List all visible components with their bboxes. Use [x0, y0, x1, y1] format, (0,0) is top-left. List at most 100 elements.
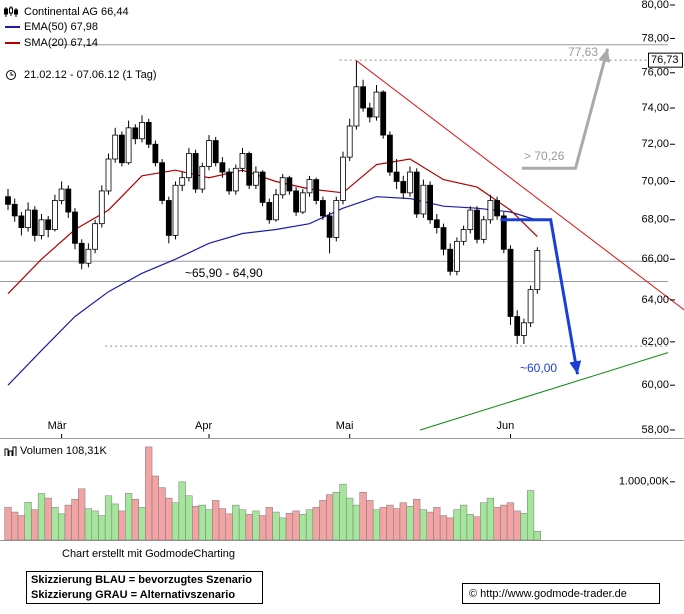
- volume-bar: [125, 493, 133, 541]
- volume-bar: [171, 502, 180, 541]
- arrow-head: [598, 48, 611, 63]
- url: © http://www.godmode-trader.de: [469, 588, 627, 600]
- candle-body: [159, 162, 166, 201]
- candle-body: [500, 215, 507, 250]
- candle-body: [346, 125, 353, 158]
- volume-bar: [24, 501, 32, 541]
- y-tick-label: 60,00: [641, 379, 669, 391]
- volume-bar: [352, 504, 360, 541]
- y-tick-label: 62,00: [641, 336, 669, 348]
- volume-title: Volumen 108,31K: [20, 445, 108, 457]
- url-box: [462, 583, 660, 604]
- volume-bar: [272, 511, 280, 541]
- candle-body: [105, 158, 112, 192]
- volume-bar: [393, 508, 401, 541]
- candle-body: [212, 140, 219, 164]
- legend: Continental AG 66,44 21.02.12 - 07.06.12…: [4, 6, 157, 81]
- volume-bar: [265, 507, 273, 541]
- candle-body: [534, 250, 541, 291]
- annotation: > 70,26: [524, 149, 565, 163]
- candle-body: [52, 200, 58, 230]
- candle-body: [400, 181, 407, 194]
- candle-body: [199, 166, 206, 190]
- volume-bar: [232, 504, 240, 541]
- date-range: 21.02.12 - 07.06.12 (1 Tag): [24, 69, 157, 81]
- candle-body: [45, 219, 52, 230]
- chart-title: Continental AG 66,44: [24, 6, 129, 18]
- volume-bar: [326, 494, 334, 541]
- candle-body: [139, 121, 145, 140]
- volume-bar: [238, 509, 247, 541]
- candle-body: [246, 153, 253, 186]
- volume-bar: [312, 507, 320, 541]
- y-tick-label: 68,00: [641, 214, 669, 226]
- y-tick-label: 70,00: [641, 175, 669, 187]
- volume-bar: [131, 499, 139, 541]
- candle-body: [433, 219, 440, 228]
- candle-body: [38, 219, 45, 236]
- clock-icon: [6, 70, 16, 80]
- candle-body: [5, 196, 11, 205]
- volume-bar: [31, 509, 39, 541]
- volume-bar: [299, 514, 307, 541]
- candle-body: [273, 194, 279, 221]
- x-tick-label: Jun: [497, 420, 515, 432]
- volume-bar: [37, 493, 46, 541]
- volume-bar: [413, 499, 421, 541]
- candle-body: [72, 211, 78, 244]
- candle-body: [58, 188, 65, 201]
- price-marker-label: 76,73: [651, 54, 679, 66]
- volume-bar: [460, 504, 468, 541]
- volume-bar: [145, 446, 153, 541]
- volume-bar: [252, 510, 260, 541]
- candle-body: [112, 134, 119, 160]
- candle-body: [474, 209, 480, 240]
- volume-tick-label: 1.000,00K: [619, 476, 670, 488]
- volume-bar: [527, 490, 535, 541]
- volume-bar: [51, 507, 59, 541]
- candle-body: [407, 171, 413, 194]
- volume-bar: [406, 506, 414, 541]
- volume-bar: [439, 515, 448, 541]
- volume-bar: [480, 502, 488, 541]
- candle-body: [232, 167, 239, 192]
- volume-bar: [446, 517, 454, 541]
- candle-body: [319, 200, 326, 217]
- volume-bar: [513, 510, 521, 541]
- volume-bar: [500, 504, 508, 541]
- volume-bar: [379, 507, 387, 541]
- x-tick-label: Mai: [336, 420, 354, 432]
- candle-body: [25, 209, 32, 228]
- legend-box: [26, 571, 263, 604]
- volume-bar: [245, 514, 253, 541]
- candle-body: [460, 229, 467, 242]
- volume-bar: [91, 510, 99, 541]
- annotation: ~60,00: [520, 361, 557, 375]
- candle-body: [507, 248, 514, 317]
- volume-bar: [205, 509, 213, 541]
- volume-bar: [71, 499, 79, 541]
- candle-body: [65, 188, 72, 213]
- candle-body: [366, 107, 373, 118]
- volume-bar: [466, 514, 474, 541]
- candle-body: [420, 184, 427, 215]
- annotation: ~65,90 - 64,90: [185, 266, 263, 280]
- candle-body: [326, 215, 333, 238]
- volume-bar: [98, 515, 106, 541]
- volume-bar: [473, 516, 481, 541]
- candle-body: [145, 121, 152, 145]
- candle-body: [393, 171, 400, 182]
- volume-bar: [346, 497, 354, 541]
- y-tick-label: 80,00: [641, 0, 669, 11]
- candle-icon: [4, 6, 18, 17]
- volume-bar: [198, 504, 206, 541]
- indicator-line: [7, 158, 538, 295]
- candle-body: [340, 156, 346, 201]
- volume-bar: [486, 497, 494, 541]
- volume-bar: [84, 508, 93, 541]
- candle-body: [172, 184, 179, 236]
- volume-bar: [138, 507, 146, 541]
- volume-bar: [225, 513, 233, 541]
- trend-line: [419, 352, 669, 431]
- candle-body: [185, 153, 192, 179]
